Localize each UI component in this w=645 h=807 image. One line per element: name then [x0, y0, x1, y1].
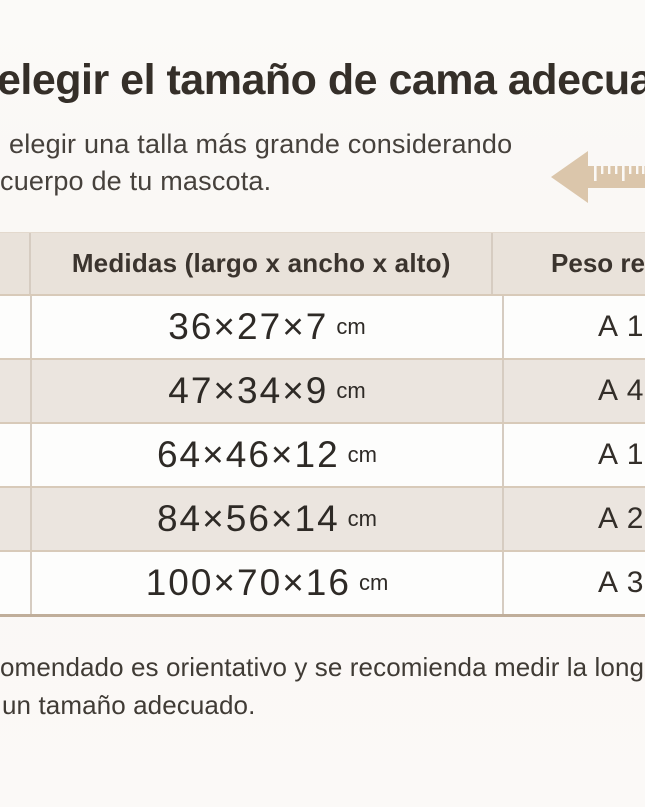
ruler-arrow-icon [548, 146, 645, 211]
weight-value: A 1 [598, 438, 645, 471]
size-cell [0, 424, 32, 486]
measure-value: 100×70×16 [145, 562, 351, 603]
table-row: 100×70×16 cm A 3 [0, 550, 645, 614]
header-cell-measures: Medidas (largo x ancho x alto) [31, 233, 494, 294]
measures-cell: 100×70×16 cm [32, 552, 504, 614]
subtitle-line-2: cuerpo de tu mascota. [0, 166, 272, 196]
measures-cell: 84×56×14 cm [32, 488, 504, 550]
page-title: elegir el tamaño de cama adecuad [0, 56, 645, 104]
unit-label: cm [336, 378, 366, 403]
table-row: 36×27×7 cm A 1 [0, 294, 645, 358]
measure-value: 64×46×12 [156, 434, 340, 475]
measures-cell: 47×34×9 cm [32, 360, 504, 422]
table-row: 84×56×14 cm A 2 [0, 486, 645, 550]
measure-value: 84×56×14 [156, 498, 340, 539]
measure-value: 36×27×7 [168, 306, 329, 347]
size-cell [0, 296, 32, 358]
table-header-row: Medidas (largo x ancho x alto) Peso re [0, 232, 645, 294]
size-cell [0, 360, 32, 422]
table-row: 64×46×12 cm A 1 [0, 422, 645, 486]
measures-cell: 36×27×7 cm [32, 296, 504, 358]
measure-value: 47×34×9 [168, 370, 329, 411]
unit-label: cm [347, 506, 377, 531]
weight-value: A 2 [598, 502, 645, 535]
header-cell-size [0, 233, 32, 294]
size-table: Medidas (largo x ancho x alto) Peso re 3… [0, 232, 645, 617]
measures-cell: 64×46×12 cm [32, 424, 504, 486]
size-cell [0, 552, 32, 614]
weight-value: A 3 [598, 566, 645, 599]
weight-cell: A 4 [504, 360, 645, 422]
unit-label: cm [347, 442, 377, 467]
note-line-1: omendado es orientativo y se recomienda … [0, 652, 645, 682]
table-row: 47×34×9 cm A 4 [0, 358, 645, 422]
size-cell [0, 488, 32, 550]
header-cell-weight: Peso re [551, 248, 645, 278]
weight-cell: A 1 [504, 424, 645, 486]
weight-cell: A 3 [504, 552, 645, 614]
weight-cell: A 1 [504, 296, 645, 358]
weight-cell: A 2 [504, 488, 645, 550]
weight-value: A 4 [598, 374, 645, 407]
weight-value: A 1 [598, 310, 645, 343]
unit-label: cm [336, 314, 366, 339]
subtitle-line-1: elegir una talla más grande considerando [9, 129, 513, 159]
note-line-2: un tamaño adecuado. [2, 690, 256, 720]
unit-label: cm [358, 570, 389, 595]
